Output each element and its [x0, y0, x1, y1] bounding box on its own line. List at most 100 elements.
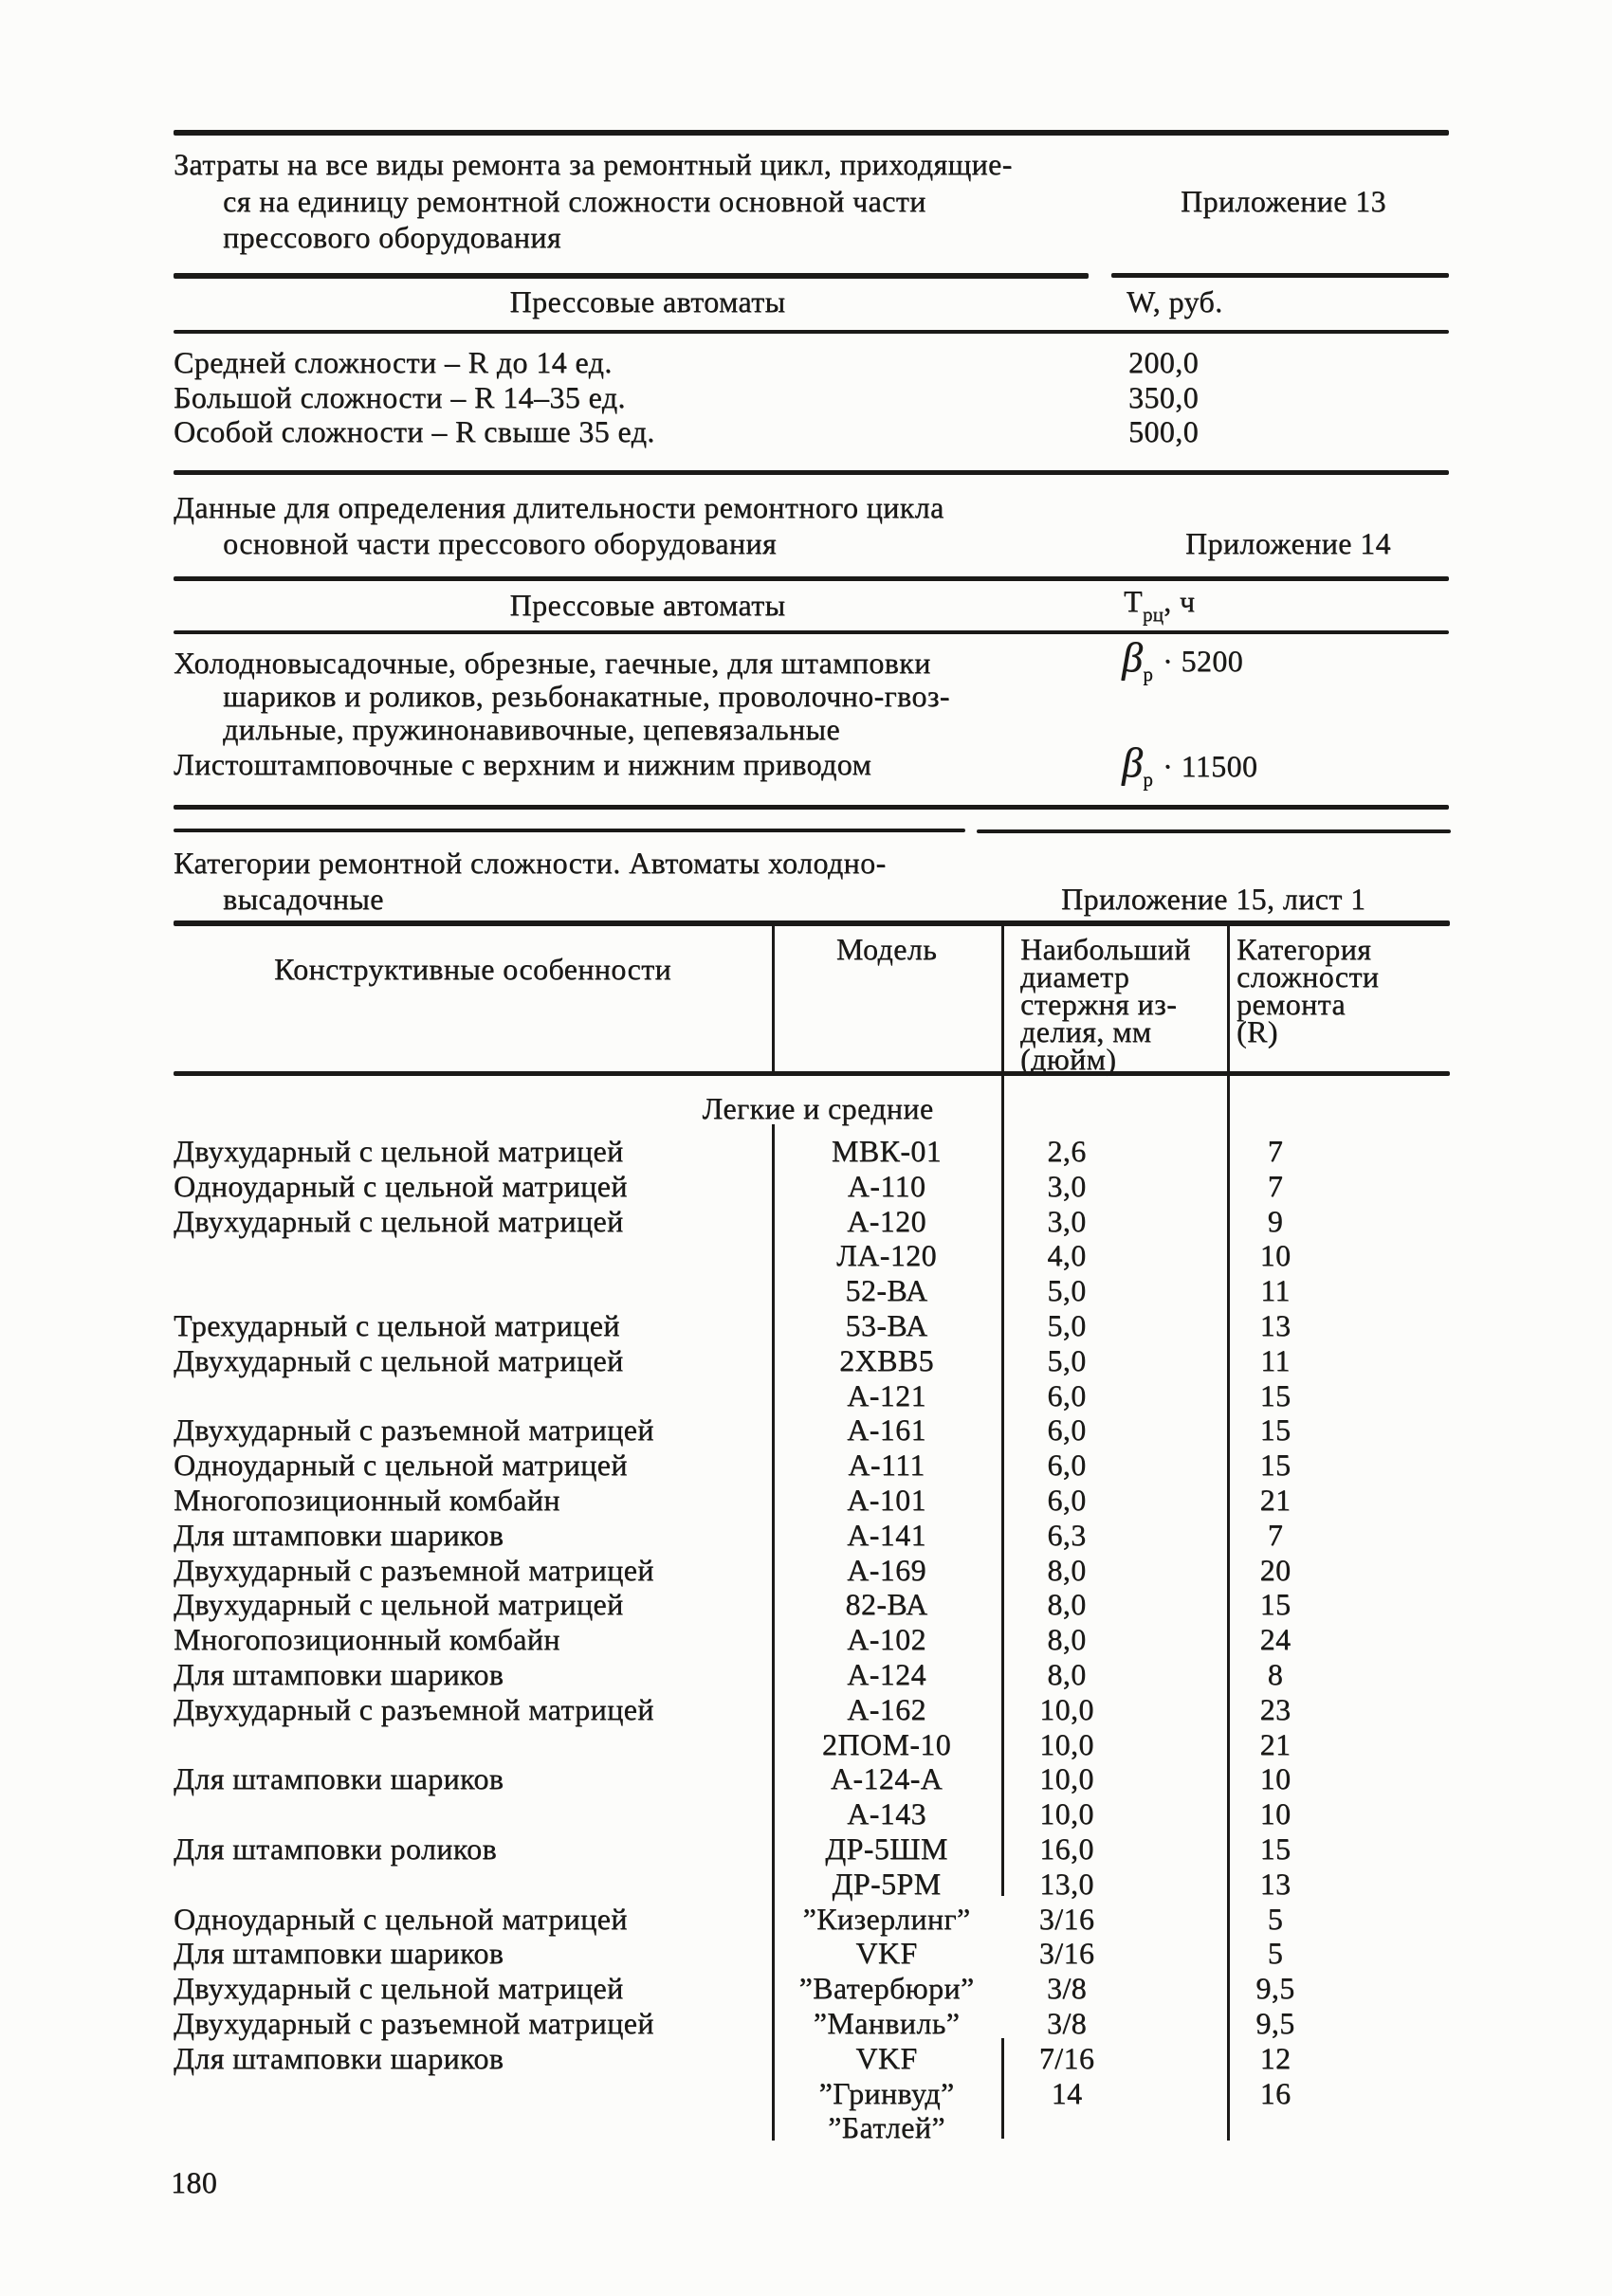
top-rule	[174, 130, 1449, 136]
repair-category-cell: 23	[1259, 1691, 1291, 1726]
feature-cell: Двухударный с разъемной матрицей	[174, 1412, 654, 1448]
table1-header-right: W, руб.	[1127, 284, 1223, 319]
t-subscript: рц	[1142, 603, 1164, 626]
model-cell: ”Манвиль”	[813, 2006, 961, 2040]
feature-cell	[174, 1378, 766, 1413]
feature-cell: Многопозиционный комбайн	[174, 1483, 560, 1517]
cycle-duration-factor: · 11500	[1163, 749, 1258, 783]
table2-top-rule	[174, 576, 1449, 581]
model-cell: ”Батлей”	[828, 2110, 945, 2145]
model-cell: А-169	[847, 1552, 926, 1587]
repair-category-cell: 21	[1259, 1726, 1291, 1761]
feature-cell: Двухударный с разъемной матрицей	[174, 1552, 654, 1587]
table3-col4-header-line: ремонта	[1236, 987, 1346, 1021]
repair-category-cell: 20	[1259, 1552, 1291, 1587]
table-row: Многопозиционный комбайн А-101 6,0 21	[0, 1483, 1612, 1518]
diameter-cell: 8,0	[1047, 1622, 1087, 1657]
repair-category-cell: 13	[1259, 1308, 1291, 1342]
table-row: Для штамповки шариков VKF 3/16 5	[0, 1936, 1612, 1971]
model-cell: 2ПОМ-10	[821, 1726, 952, 1761]
diameter-cell: 6,0	[1047, 1483, 1087, 1517]
diameter-cell: 6,0	[1047, 1377, 1087, 1412]
table1-header-left: Прессовые автоматы	[509, 284, 786, 319]
repair-category-cell: 11	[1260, 1273, 1291, 1308]
diameter-cell: 3,0	[1047, 1203, 1087, 1238]
diameter-cell: 16,0	[1039, 1831, 1094, 1866]
model-cell: 52-ВА	[845, 1273, 928, 1308]
repair-category-cell: 10	[1259, 1238, 1291, 1273]
repair-category-cell: 10	[1259, 1796, 1291, 1831]
table3-col1-header: Конструктивные особенности	[273, 952, 672, 986]
feature-cell: Двухударный с цельной матрицей	[174, 1203, 624, 1238]
diameter-cell: 14	[1051, 2075, 1083, 2110]
table1-row-value: 500,0	[1128, 414, 1199, 448]
feature-cell: Для штамповки шариков	[174, 2040, 504, 2075]
table2-row2-line1: Листоштамповочные с верхним и нижним при…	[174, 747, 872, 781]
model-cell: А-102	[847, 1622, 926, 1657]
model-cell: МВК-01	[831, 1134, 943, 1168]
model-cell: А-162	[847, 1691, 926, 1726]
table3-vertical-rule-col2	[1001, 926, 1004, 1896]
repair-category-cell: 10	[1259, 1761, 1291, 1796]
diameter-cell: 5,0	[1047, 1273, 1087, 1308]
appendix14-title-line2: основной части прессового оборудования	[223, 526, 778, 560]
feature-cell: Двухударный с разъемной матрицей	[174, 2006, 654, 2040]
table1-row-name: Особой сложности – R свыше 35 ед.	[174, 414, 655, 448]
table2-header-left: Прессовые автоматы	[509, 588, 786, 622]
appendix14-title-line1: Данные для определения длительности ремо…	[174, 490, 944, 524]
repair-category-cell: 15	[1259, 1412, 1291, 1448]
feature-cell	[174, 1867, 766, 1902]
beta-symbol: β	[1122, 634, 1144, 681]
cycle-duration-factor: · 5200	[1163, 644, 1244, 678]
table-row: Трехударный с цельной матрицей 53-ВА 5,0 13	[0, 1308, 1612, 1343]
feature-cell: Одноударный с цельной матрицей	[174, 1901, 628, 1936]
table-row: Для штамповки шариков А-124 8,0 8	[0, 1657, 1612, 1692]
table3-vertical-rule-col3	[1227, 926, 1230, 2141]
repair-category-cell: 7	[1267, 1134, 1284, 1168]
table-row: Двухударный с разъемной матрицей ”Манвиль…	[0, 2006, 1612, 2041]
table-row: ”Гринвуд” 14 16	[0, 2076, 1612, 2111]
feature-cell: Для штамповки шариков	[174, 1517, 504, 1552]
beta-subscript: р	[1143, 768, 1154, 791]
page-number: 180	[171, 2165, 218, 2199]
feature-cell: Многопозиционный комбайн	[174, 1622, 560, 1657]
repair-category-cell: 9	[1267, 1203, 1284, 1238]
table3-header-rule	[174, 1071, 1450, 1076]
table-row: Двухударный с разъемной матрицей А-162 10,…	[0, 1692, 1612, 1727]
model-cell: А-111	[848, 1448, 925, 1483]
model-cell: А-143	[847, 1796, 926, 1831]
diameter-cell: 3/16	[1038, 1936, 1095, 1971]
model-cell: ДР-5ШМ	[825, 1831, 948, 1866]
feature-cell: Двухударный с разъемной матрицей	[174, 1691, 654, 1726]
model-cell: А-141	[847, 1517, 926, 1552]
table2-row1-line2: шариков и роликов, резьбонакатные, прово…	[223, 679, 950, 713]
diameter-cell: 6,3	[1047, 1517, 1087, 1552]
table-row: А-143 10,0 10	[0, 1796, 1612, 1831]
diameter-cell: 4,0	[1047, 1238, 1087, 1273]
table-row: ЛА-120 4,0 10	[0, 1238, 1612, 1273]
repair-category-cell: 7	[1267, 1168, 1284, 1203]
table-row: А-121 6,0 15	[0, 1378, 1612, 1413]
model-cell: А-121	[847, 1377, 926, 1412]
model-cell: 53-ВА	[845, 1308, 928, 1342]
t-unit: , ч	[1163, 584, 1196, 618]
model-cell: А-120	[847, 1203, 926, 1238]
feature-cell: Трехударный с цельной матрицей	[174, 1308, 620, 1342]
repair-category-cell: 7	[1267, 1517, 1284, 1552]
beta-subscript: р	[1143, 663, 1154, 685]
table2-row1-value: βр · 5200	[1122, 634, 1244, 685]
table-row: Для штамповки шариков А-124-А 10,0 10	[0, 1761, 1612, 1796]
table3-col3-header-line: стержня из-	[1020, 987, 1178, 1021]
feature-cell: Двухударный с цельной матрицей	[174, 1134, 624, 1168]
appendix15-title-line2: высадочные	[223, 882, 384, 916]
diameter-cell: 5,0	[1047, 1308, 1087, 1342]
repair-category-cell: 13	[1259, 1866, 1291, 1901]
feature-cell: Для штамповки шариков	[174, 1761, 504, 1796]
model-cell: А-110	[847, 1168, 926, 1203]
table-row: ДР-5РМ 13,0 13	[0, 1867, 1612, 1902]
table3-group-label: Легкие и средние	[702, 1091, 934, 1125]
table2-row2-value: βр · 11500	[1122, 742, 1258, 791]
table-row: Двухударный с разъемной матрицей А-169 8,0…	[0, 1553, 1612, 1588]
table1-top-rule-left	[174, 273, 1089, 279]
table-row: 2ПОМ-10 10,0 21	[0, 1727, 1612, 1762]
